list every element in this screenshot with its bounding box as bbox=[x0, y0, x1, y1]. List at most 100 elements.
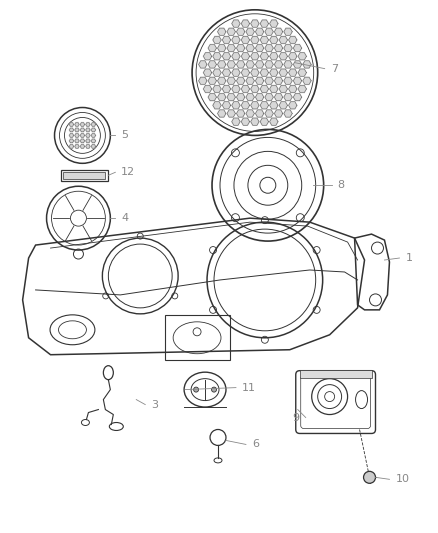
Polygon shape bbox=[75, 128, 79, 132]
Polygon shape bbox=[223, 36, 231, 44]
Polygon shape bbox=[86, 128, 90, 132]
Polygon shape bbox=[293, 93, 302, 101]
Polygon shape bbox=[232, 53, 240, 60]
Polygon shape bbox=[237, 44, 245, 52]
Polygon shape bbox=[289, 102, 297, 109]
Polygon shape bbox=[223, 53, 231, 60]
Polygon shape bbox=[232, 69, 240, 76]
Polygon shape bbox=[80, 144, 85, 148]
Polygon shape bbox=[208, 77, 216, 84]
Polygon shape bbox=[69, 123, 74, 126]
Polygon shape bbox=[80, 123, 85, 126]
Polygon shape bbox=[218, 44, 226, 52]
Polygon shape bbox=[255, 61, 264, 68]
Circle shape bbox=[364, 471, 375, 483]
Bar bbox=[300, 370, 371, 378]
Text: 3: 3 bbox=[151, 400, 158, 409]
Polygon shape bbox=[227, 44, 235, 52]
Polygon shape bbox=[279, 102, 287, 109]
Polygon shape bbox=[265, 110, 273, 117]
Polygon shape bbox=[208, 61, 216, 68]
Polygon shape bbox=[251, 36, 259, 44]
Polygon shape bbox=[208, 44, 216, 52]
Text: 11: 11 bbox=[242, 383, 256, 393]
Polygon shape bbox=[237, 77, 245, 84]
Polygon shape bbox=[203, 69, 212, 76]
Polygon shape bbox=[91, 139, 95, 143]
Polygon shape bbox=[265, 77, 273, 84]
Polygon shape bbox=[255, 110, 264, 117]
Polygon shape bbox=[246, 44, 254, 52]
Polygon shape bbox=[251, 102, 259, 109]
Polygon shape bbox=[241, 102, 250, 109]
Polygon shape bbox=[91, 128, 95, 132]
Polygon shape bbox=[298, 85, 307, 93]
Polygon shape bbox=[274, 44, 283, 52]
Polygon shape bbox=[213, 102, 221, 109]
Polygon shape bbox=[279, 85, 287, 93]
Polygon shape bbox=[270, 118, 278, 125]
Polygon shape bbox=[213, 69, 221, 76]
Polygon shape bbox=[270, 20, 278, 27]
Polygon shape bbox=[80, 139, 85, 143]
Polygon shape bbox=[260, 118, 268, 125]
Polygon shape bbox=[289, 53, 297, 60]
Polygon shape bbox=[69, 128, 74, 132]
Polygon shape bbox=[75, 123, 79, 126]
Polygon shape bbox=[241, 36, 250, 44]
Polygon shape bbox=[284, 28, 292, 35]
Polygon shape bbox=[284, 93, 292, 101]
Polygon shape bbox=[227, 28, 235, 35]
Polygon shape bbox=[260, 102, 268, 109]
Polygon shape bbox=[255, 93, 264, 101]
Polygon shape bbox=[274, 61, 283, 68]
Polygon shape bbox=[218, 77, 226, 84]
Polygon shape bbox=[251, 85, 259, 93]
Polygon shape bbox=[237, 61, 245, 68]
Bar bbox=[165, 315, 230, 360]
Polygon shape bbox=[255, 77, 264, 84]
Polygon shape bbox=[274, 28, 283, 35]
Polygon shape bbox=[241, 118, 250, 125]
Polygon shape bbox=[75, 134, 79, 138]
Polygon shape bbox=[75, 144, 79, 148]
Polygon shape bbox=[251, 69, 259, 76]
Polygon shape bbox=[208, 93, 216, 101]
Polygon shape bbox=[80, 134, 85, 138]
Polygon shape bbox=[218, 61, 226, 68]
Polygon shape bbox=[303, 61, 311, 68]
Polygon shape bbox=[91, 134, 95, 138]
Polygon shape bbox=[303, 77, 311, 84]
Polygon shape bbox=[255, 28, 264, 35]
Polygon shape bbox=[260, 69, 268, 76]
Polygon shape bbox=[284, 77, 292, 84]
Polygon shape bbox=[246, 28, 254, 35]
Polygon shape bbox=[75, 139, 79, 143]
Polygon shape bbox=[218, 110, 226, 117]
Polygon shape bbox=[91, 123, 95, 126]
Polygon shape bbox=[227, 77, 235, 84]
Polygon shape bbox=[284, 44, 292, 52]
Polygon shape bbox=[241, 69, 250, 76]
Text: 12: 12 bbox=[121, 167, 135, 177]
Polygon shape bbox=[227, 61, 235, 68]
Polygon shape bbox=[246, 61, 254, 68]
Polygon shape bbox=[289, 85, 297, 93]
Polygon shape bbox=[227, 110, 235, 117]
Polygon shape bbox=[232, 36, 240, 44]
Polygon shape bbox=[223, 102, 231, 109]
Circle shape bbox=[212, 387, 216, 392]
Polygon shape bbox=[198, 61, 207, 68]
Text: 8: 8 bbox=[338, 180, 345, 190]
Polygon shape bbox=[279, 69, 287, 76]
Polygon shape bbox=[279, 36, 287, 44]
Polygon shape bbox=[255, 44, 264, 52]
Polygon shape bbox=[246, 110, 254, 117]
Polygon shape bbox=[232, 20, 240, 27]
Polygon shape bbox=[69, 134, 74, 138]
Polygon shape bbox=[289, 36, 297, 44]
Polygon shape bbox=[260, 85, 268, 93]
Bar bbox=[64, 172, 106, 179]
Polygon shape bbox=[203, 53, 212, 60]
Polygon shape bbox=[80, 128, 85, 132]
